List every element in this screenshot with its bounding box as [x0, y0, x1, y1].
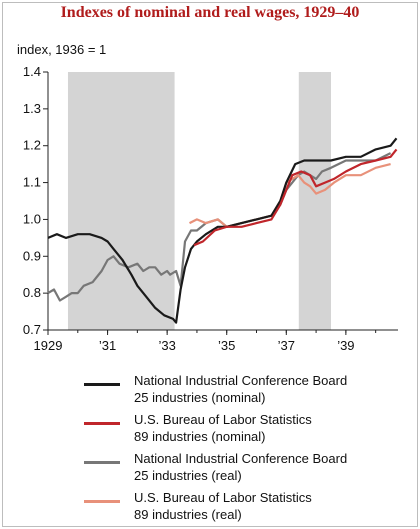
legend-item: U.S. Bureau of Labor Statistics 89 indus…: [84, 489, 404, 528]
y-tick-label: 1.1: [23, 175, 41, 190]
legend-swatch: [84, 500, 120, 503]
x-tick-label: ’37: [278, 338, 295, 353]
legend-item: National Industrial Conference Board 25 …: [84, 450, 404, 489]
legend-label-sub: 89 industries (real): [134, 507, 242, 522]
x-tick-label: ’35: [218, 338, 235, 353]
series-lines: [47, 137, 398, 324]
x-tick-label: ’31: [99, 338, 116, 353]
y-tick-label: 0.9: [23, 248, 41, 263]
tick-labels: 0.7 0.8 0.9 1.0 1.1 1.2 1.3 1.4 1929 ’31 ’33 ’35 ’37…: [23, 64, 355, 353]
legend-label: U.S. Bureau of Labor Statistics: [134, 490, 312, 505]
legend-label: U.S. Bureau of Labor Statistics: [134, 412, 312, 427]
legend-swatch: [84, 422, 120, 425]
x-tick-label: 1929: [34, 338, 63, 353]
x-tick-label: ’33: [158, 338, 175, 353]
x-tick-label: ’39: [337, 338, 354, 353]
legend-label: National Industrial Conference Board: [134, 451, 348, 466]
legend-label: National Industrial Conference Board: [134, 373, 348, 388]
series-line: [47, 137, 398, 324]
series-line: [193, 148, 398, 247]
legend-label-sub: 25 industries (real): [134, 468, 242, 483]
y-tick-label: 0.8: [23, 285, 41, 300]
legend-item: National Industrial Conference Board 25 …: [84, 372, 404, 411]
shaded-period: [67, 72, 175, 330]
shaded-periods: [67, 72, 331, 330]
legend: National Industrial Conference Board 25 …: [84, 372, 404, 528]
y-unit-label: index, 1936 = 1: [17, 42, 107, 57]
axes: [43, 71, 398, 335]
y-tick-label: 1.3: [23, 101, 41, 116]
legend-item: U.S. Bureau of Labor Statistics 89 indus…: [84, 411, 404, 450]
y-tick-label: 0.7: [23, 322, 41, 337]
chart-title: Indexes of nominal and real wages, 1929–…: [60, 4, 360, 21]
series-line: [189, 163, 391, 228]
legend-swatch: [84, 461, 120, 464]
y-tick-label: 1.0: [23, 211, 41, 226]
shaded-period: [298, 72, 331, 330]
y-tick-label: 1.2: [23, 138, 41, 153]
legend-swatch: [84, 383, 120, 386]
legend-label-sub: 25 industries (nominal): [134, 390, 266, 405]
y-tick-label: 1.4: [23, 64, 41, 79]
legend-label-sub: 89 industries (nominal): [134, 429, 266, 444]
line-chart: 0.7 0.8 0.9 1.0 1.1 1.2 1.3 1.4 1929 ’31 ’33 ’35 ’37…: [23, 64, 398, 353]
